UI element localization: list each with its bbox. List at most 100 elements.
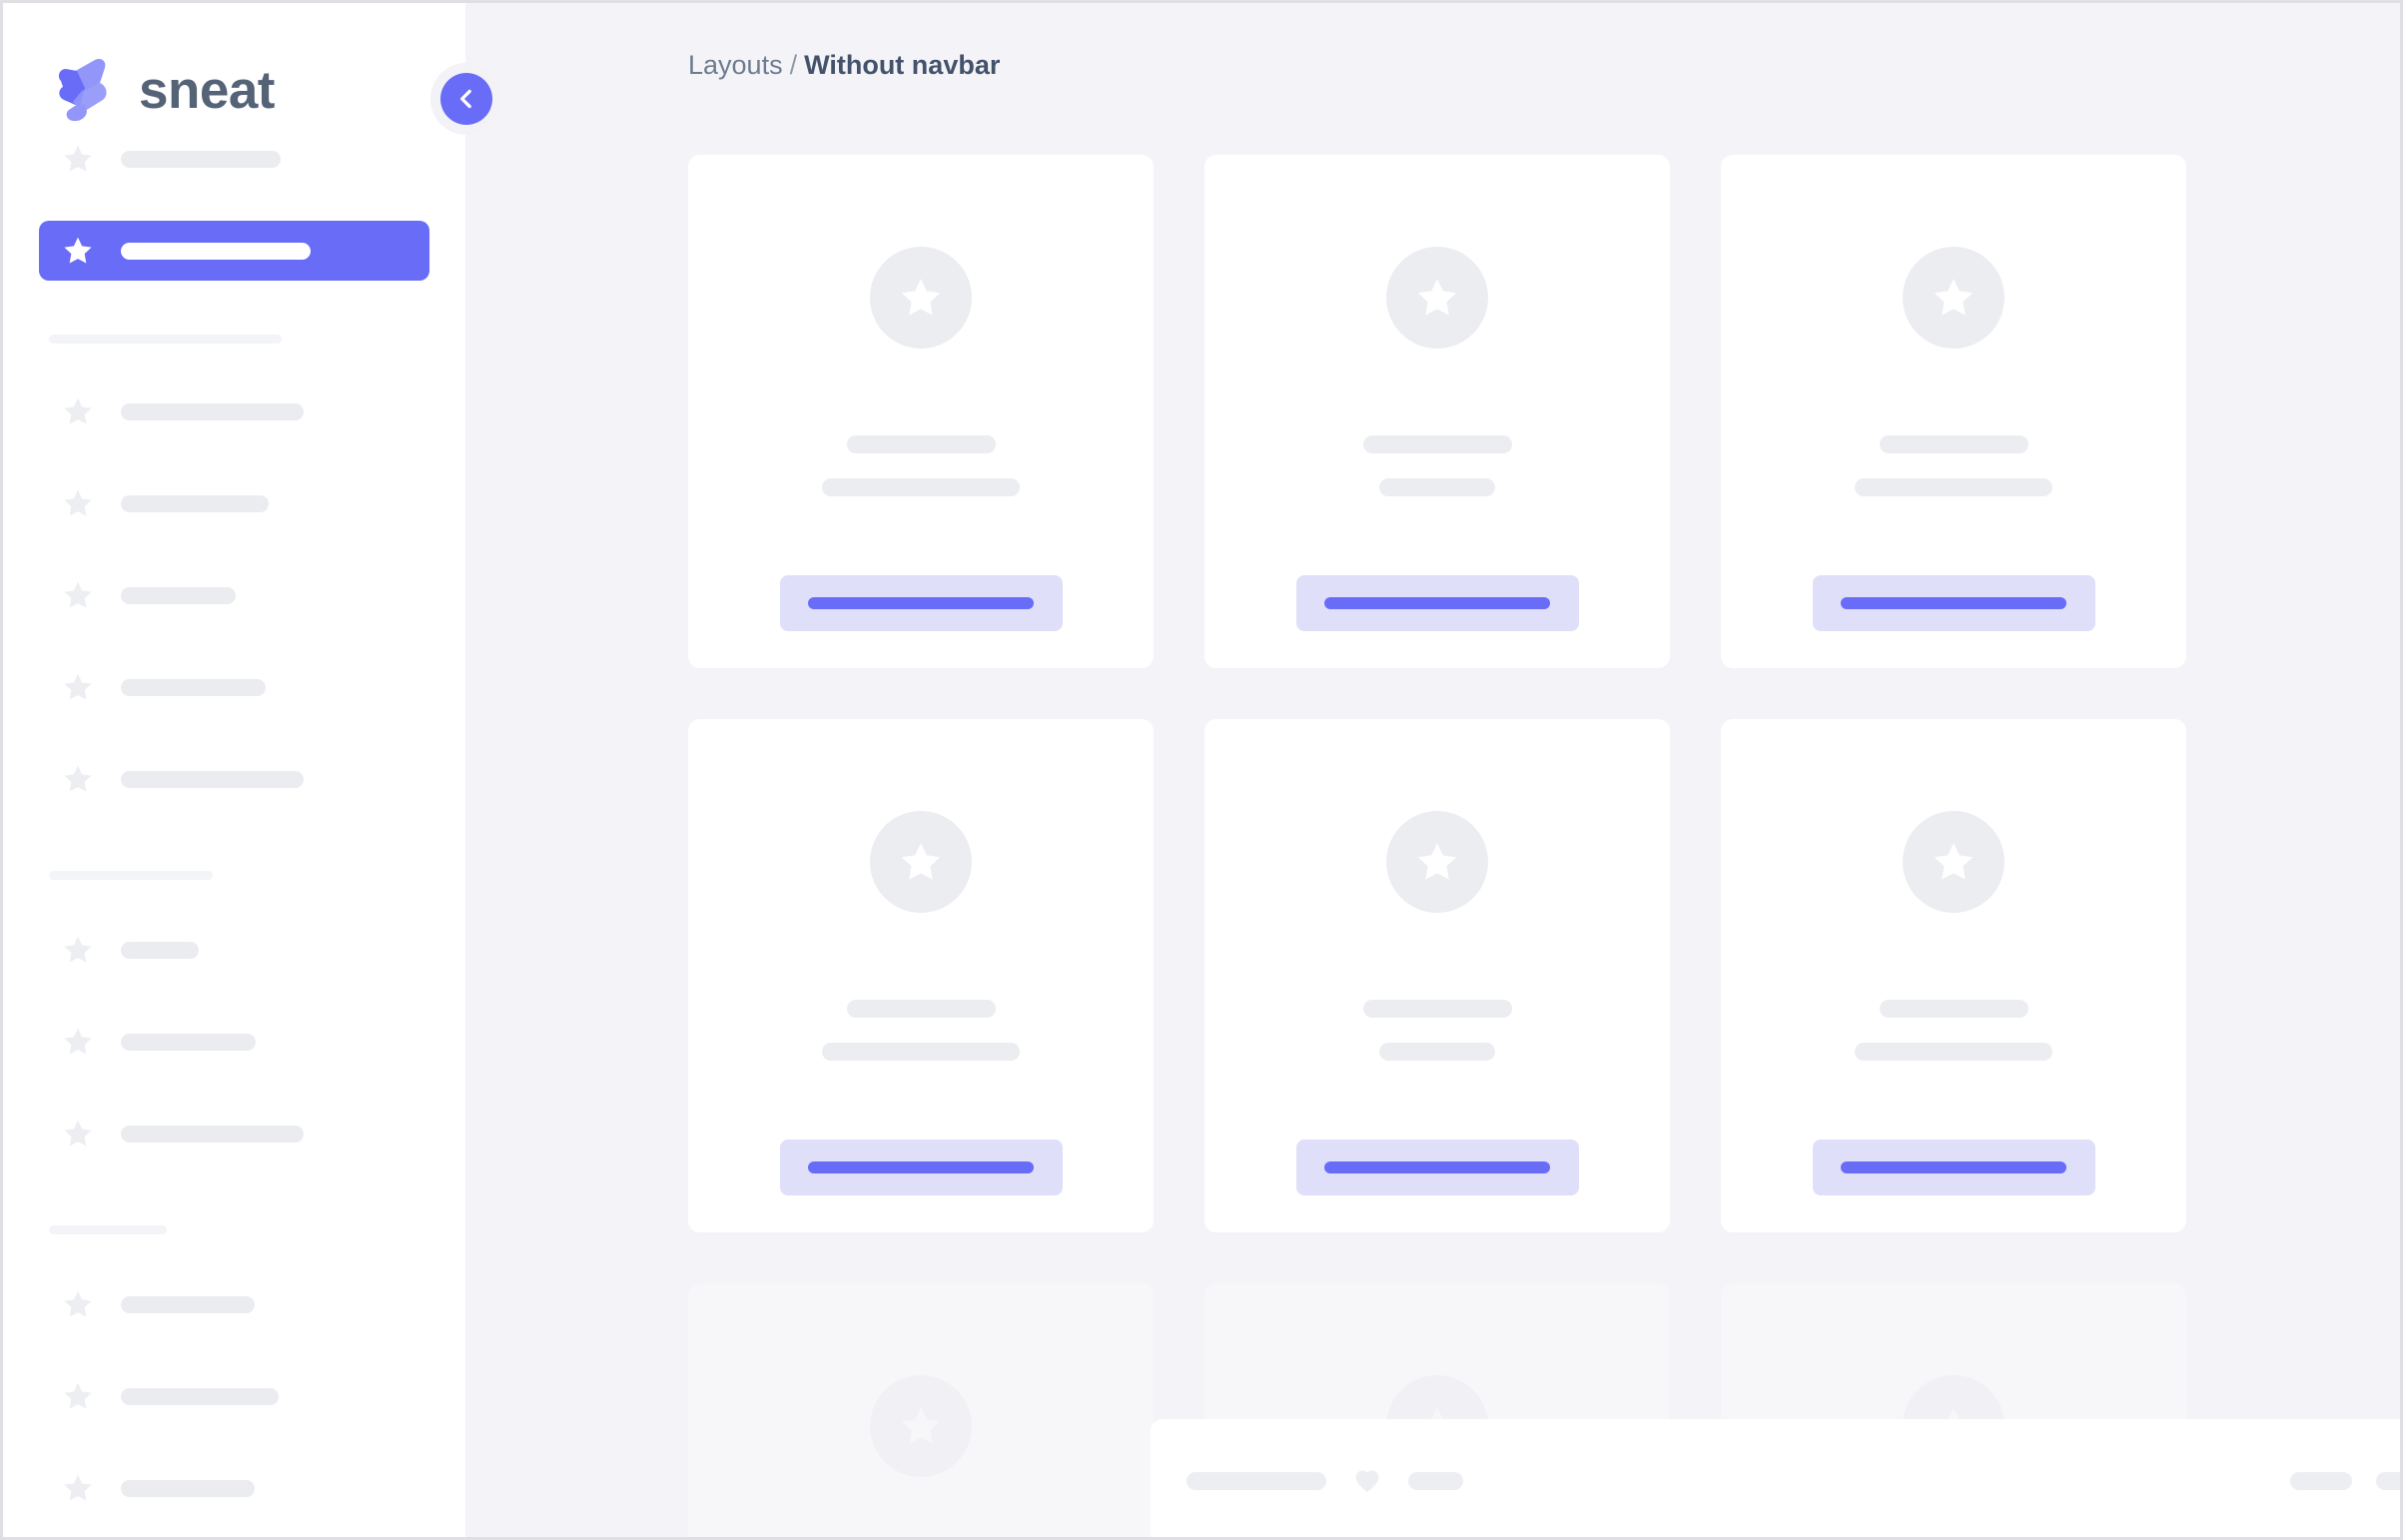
sidebar-item-3-1[interactable] xyxy=(39,1366,429,1426)
footer-link-placeholder[interactable] xyxy=(2290,1472,2352,1490)
star-icon xyxy=(61,1287,95,1321)
placeholder-card xyxy=(1204,155,1670,668)
breadcrumb-current: Without navbar xyxy=(804,50,1001,80)
sidebar-section-divider xyxy=(49,1225,167,1234)
star-icon xyxy=(61,394,95,428)
sidebar-item-label-placeholder xyxy=(121,494,269,512)
card-title-placeholder xyxy=(846,435,996,453)
footer-left-group xyxy=(1187,1462,1463,1501)
avatar xyxy=(1386,247,1488,349)
star-icon xyxy=(61,1471,95,1505)
card-action-button[interactable] xyxy=(1812,1140,2095,1195)
footer-right-group xyxy=(2290,1472,2400,1490)
sidebar-item-1-2[interactable] xyxy=(39,565,429,625)
placeholder-card xyxy=(688,719,1154,1232)
footer-text-placeholder xyxy=(1408,1472,1463,1490)
star-icon xyxy=(61,933,95,967)
card-action-label-placeholder xyxy=(808,1161,1034,1173)
star-icon xyxy=(1413,838,1461,886)
sidebar-item-label-placeholder xyxy=(121,1125,304,1143)
sidebar-item-label-placeholder xyxy=(121,941,199,959)
sidebar-nav xyxy=(3,129,465,1518)
sidebar-section-divider xyxy=(49,871,213,880)
star-icon xyxy=(897,838,945,886)
sidebar-item-1-4[interactable] xyxy=(39,749,429,809)
sidebar-item-0-1[interactable] xyxy=(39,221,429,281)
card-action-button[interactable] xyxy=(779,575,1063,631)
breadcrumb: Layouts / Without navbar xyxy=(688,50,1000,81)
star-icon xyxy=(61,142,95,176)
card-title-placeholder xyxy=(846,1000,996,1018)
sidebar-section-1 xyxy=(3,382,465,809)
footer-text-placeholder xyxy=(1187,1472,1326,1490)
sidebar-item-3-2[interactable] xyxy=(39,1458,429,1518)
sidebar-section-3 xyxy=(3,1274,465,1518)
star-icon xyxy=(61,1025,95,1059)
sidebar-item-label-placeholder xyxy=(121,402,304,420)
placeholder-card-grid xyxy=(688,155,2186,1537)
placeholder-card xyxy=(1721,155,2186,668)
brand[interactable]: sneat xyxy=(3,3,465,129)
sidebar-item-1-3[interactable] xyxy=(39,657,429,717)
sidebar-section-divider xyxy=(49,335,282,344)
main-content: Layouts / Without navbar xyxy=(465,3,2400,1537)
card-title-placeholder xyxy=(1362,435,1512,453)
sneat-logo-icon xyxy=(55,57,117,123)
breadcrumb-separator: / xyxy=(789,50,798,80)
card-action-button[interactable] xyxy=(1295,1140,1579,1195)
heart-icon xyxy=(1350,1462,1384,1501)
card-title-placeholder xyxy=(1362,1000,1512,1018)
footer-bar xyxy=(1151,1419,2400,1537)
sidebar-item-label-placeholder xyxy=(121,150,281,168)
placeholder-card xyxy=(1721,719,2186,1232)
footer-link-placeholder[interactable] xyxy=(2376,1472,2400,1490)
sidebar-item-label-placeholder xyxy=(121,678,266,696)
card-action-button[interactable] xyxy=(779,1140,1063,1195)
card-subtitle-placeholder xyxy=(1855,1043,2052,1061)
card-subtitle-placeholder xyxy=(822,1043,1020,1061)
star-icon xyxy=(61,234,95,268)
sidebar-item-1-1[interactable] xyxy=(39,473,429,533)
sidebar-item-label-placeholder xyxy=(121,1479,255,1497)
star-icon xyxy=(1413,274,1461,322)
card-action-label-placeholder xyxy=(808,597,1034,609)
avatar xyxy=(870,1375,972,1477)
star-icon xyxy=(897,274,945,322)
avatar xyxy=(1903,247,2004,349)
card-action-label-placeholder xyxy=(1324,1161,1550,1173)
sidebar-item-label-placeholder xyxy=(121,1295,255,1313)
sidebar-item-label-placeholder xyxy=(121,1033,256,1051)
star-icon xyxy=(61,762,95,796)
brand-name: sneat xyxy=(139,60,275,120)
card-title-placeholder xyxy=(1879,1000,2028,1018)
avatar xyxy=(1386,811,1488,913)
star-icon xyxy=(61,578,95,612)
sidebar-item-0-0[interactable] xyxy=(39,129,429,189)
sidebar-item-2-2[interactable] xyxy=(39,1104,429,1163)
sidebar-collapse-toggle[interactable] xyxy=(430,63,502,135)
sidebar-section-2 xyxy=(3,920,465,1163)
sidebar-item-label-placeholder xyxy=(121,770,304,788)
sidebar-item-1-0[interactable] xyxy=(39,382,429,441)
avatar xyxy=(1903,811,2004,913)
card-subtitle-placeholder xyxy=(822,478,1020,496)
card-title-placeholder xyxy=(1879,435,2028,453)
breadcrumb-parent[interactable]: Layouts xyxy=(688,50,783,80)
card-action-button[interactable] xyxy=(1812,575,2095,631)
sidebar-item-3-0[interactable] xyxy=(39,1274,429,1334)
card-action-label-placeholder xyxy=(1841,1161,2066,1173)
sidebar-item-2-0[interactable] xyxy=(39,920,429,980)
card-action-label-placeholder xyxy=(1324,597,1550,609)
sidebar: sneat xyxy=(3,3,465,1537)
sidebar-item-2-1[interactable] xyxy=(39,1012,429,1072)
card-action-button[interactable] xyxy=(1295,575,1579,631)
avatar xyxy=(870,811,972,913)
placeholder-card xyxy=(1204,719,1670,1232)
card-subtitle-placeholder xyxy=(1379,478,1495,496)
star-icon xyxy=(897,1402,945,1450)
card-subtitle-placeholder xyxy=(1379,1043,1495,1061)
star-icon xyxy=(61,1117,95,1151)
placeholder-card xyxy=(688,155,1154,668)
sidebar-section-0 xyxy=(3,129,465,281)
